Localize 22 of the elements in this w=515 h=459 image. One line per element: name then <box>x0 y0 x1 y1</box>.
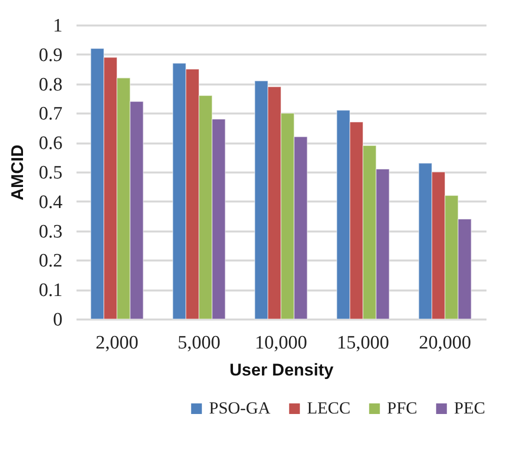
x-tick-label: 2,000 <box>96 332 138 354</box>
y-tick-label: 0.5 <box>38 162 62 184</box>
legend-label: PSO-GA <box>209 398 272 418</box>
legend-label: LECC <box>307 398 350 418</box>
y-tick-label: 0 <box>53 310 62 330</box>
y-tick-label: 0.6 <box>38 133 62 154</box>
y-tick-label: 0.7 <box>38 104 62 125</box>
x-axis-title: User Density <box>230 360 334 380</box>
legend-label: PFC <box>387 398 418 418</box>
x-tick-label: 10,000 <box>254 332 308 354</box>
y-axis-title: AMCID <box>8 144 27 200</box>
x-tick-label: 15,000 <box>336 332 390 354</box>
y-tick-label: 0.1 <box>38 280 62 302</box>
y-tick-label: 1 <box>53 16 62 36</box>
y-tick-label: 0.3 <box>38 221 62 242</box>
y-tick-label: 0.9 <box>38 44 62 66</box>
x-tick-label: 20,000 <box>418 332 472 354</box>
legend-label: PEC <box>454 398 486 418</box>
x-tick-label: 5,000 <box>178 332 220 354</box>
y-tick-label: 0.8 <box>38 74 62 96</box>
y-tick-label: 0.4 <box>38 192 63 213</box>
y-tick-label: 0.2 <box>38 250 62 272</box>
